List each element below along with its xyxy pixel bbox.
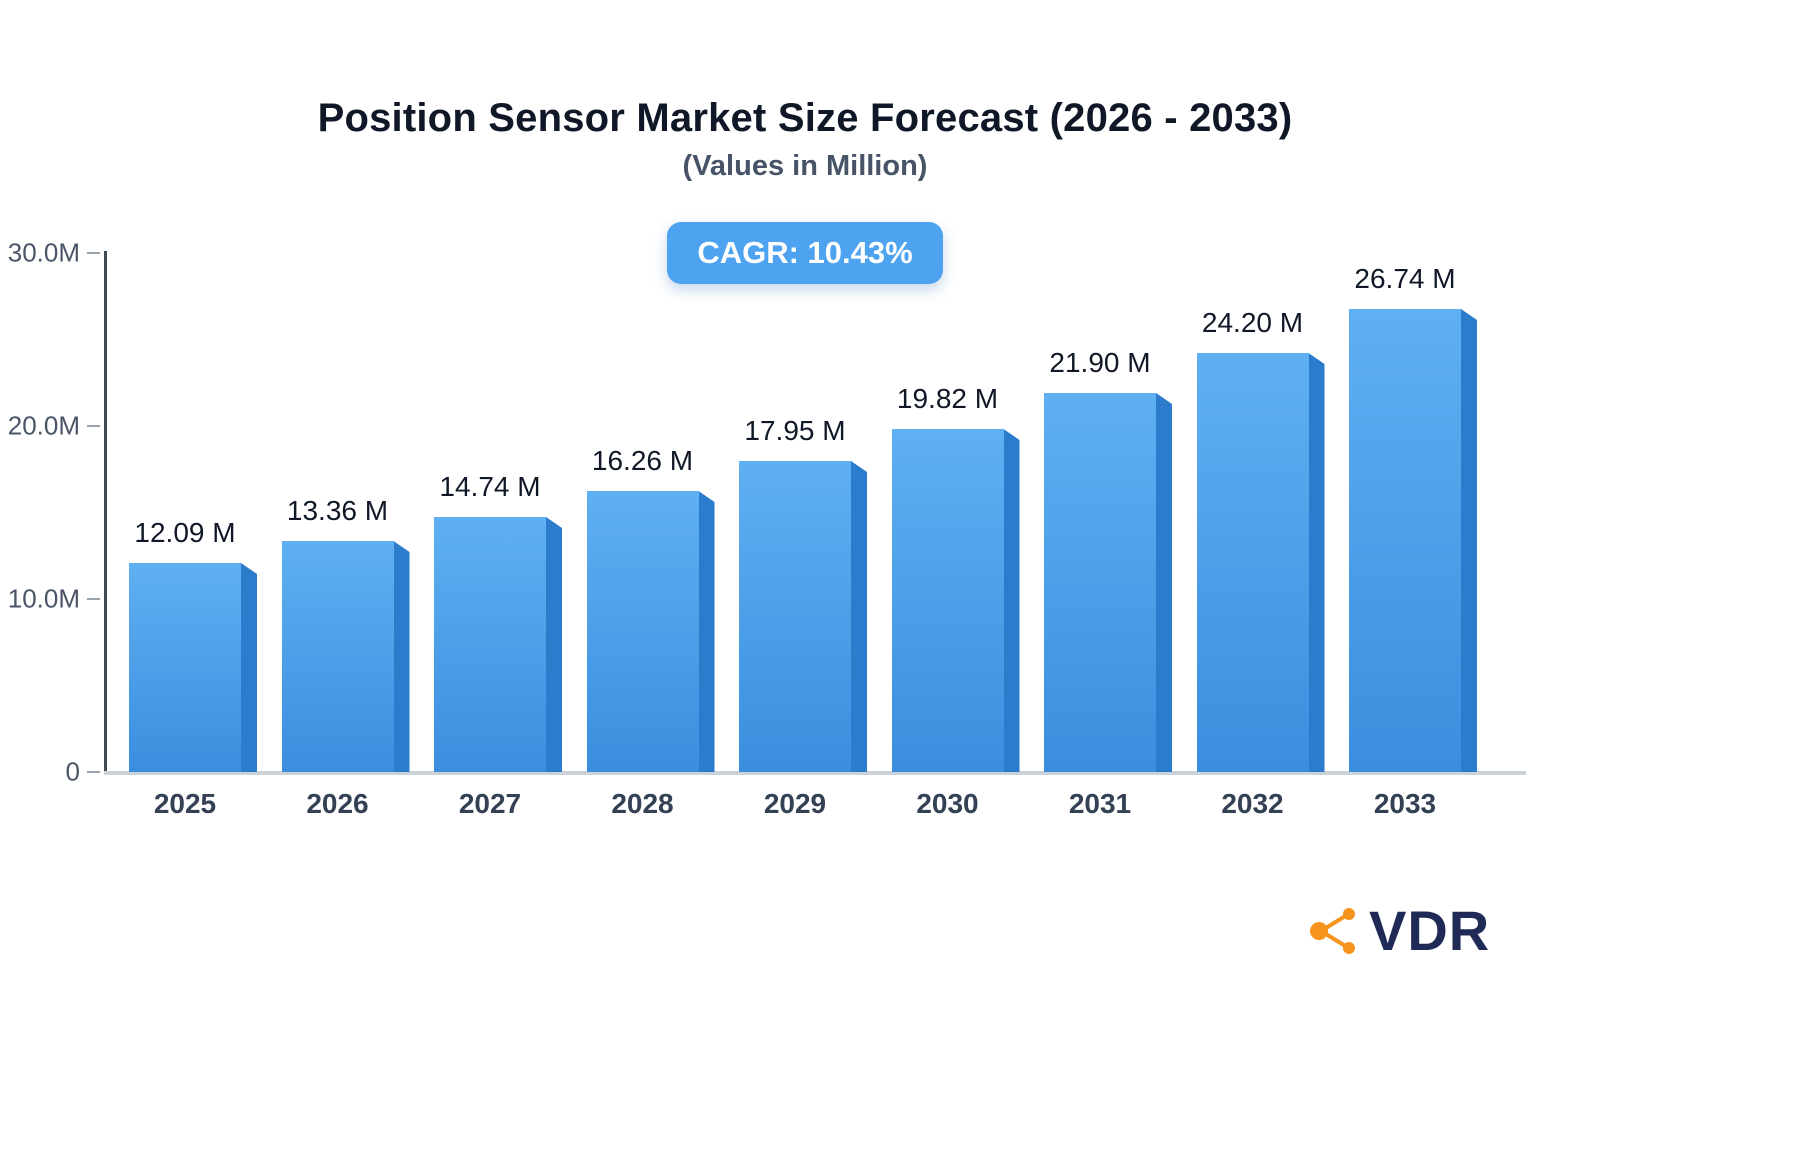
- bar-value-label: 14.74 M: [439, 471, 541, 502]
- cagr-badge-row: CAGR: 10.43%: [0, 222, 1610, 284]
- vdr-molecule-icon: [1310, 907, 1355, 954]
- x-axis-label: 2026: [306, 788, 369, 819]
- bar-face: [434, 517, 546, 772]
- bar-side-face: [851, 461, 867, 772]
- y-tick-mark: [87, 598, 100, 600]
- y-tick-label: 20.0M: [7, 410, 80, 441]
- bar-2029: [739, 461, 867, 772]
- y-tick-mark: [87, 771, 100, 773]
- logo-node-bottom-right: [1343, 941, 1355, 954]
- bar-face: [586, 491, 699, 772]
- bar-side-face: [393, 541, 410, 772]
- chart-area: 30.0M 20.0M 10.0M 0 12.09 M 2025 13.36 M 2026 14…: [8, 238, 1526, 819]
- bar-2025: [129, 563, 257, 772]
- bar-value-label: 24.20 M: [1201, 307, 1304, 338]
- chart-subtitle: (Values in Million): [682, 150, 928, 182]
- x-axis-label: 2033: [1373, 788, 1437, 819]
- bar-value-label: 12.09 M: [134, 517, 236, 548]
- bar-side-face: [1308, 353, 1325, 772]
- bar-2030: [891, 429, 1020, 772]
- bar-2027: [434, 517, 562, 772]
- bar-value-label: 17.95 M: [744, 415, 846, 446]
- y-tick-mark: [87, 252, 100, 254]
- x-axis-label: 2027: [458, 788, 522, 819]
- bar-2032: [1196, 353, 1325, 772]
- bar-face: [891, 429, 1004, 772]
- bar-side-face: [698, 491, 715, 772]
- bar-side-face: [1156, 393, 1172, 772]
- bar-side-face: [1003, 429, 1020, 772]
- bar-face: [129, 563, 241, 772]
- bar-side-face: [1461, 309, 1477, 772]
- bar-face: [739, 461, 851, 772]
- y-tick-label: 10.0M: [7, 583, 80, 614]
- cagr-badge: CAGR: 10.43%: [667, 222, 943, 284]
- y-tick-label: 0: [65, 756, 80, 787]
- bar-value-label: 16.26 M: [591, 445, 694, 476]
- brand-logo: VDR: [1305, 898, 1490, 963]
- logo-node-top-right: [1343, 907, 1355, 920]
- x-axis-label: 2032: [1221, 788, 1284, 819]
- bar-side-face: [241, 563, 257, 772]
- bar-value-label: 13.36 M: [286, 495, 389, 526]
- bar-2026: [281, 541, 410, 772]
- bar-face: [1044, 393, 1156, 772]
- bar-face: [1349, 309, 1461, 772]
- page-title: Position Sensor Market Size Forecast (20…: [317, 96, 1293, 140]
- bar-2031: [1044, 393, 1172, 772]
- y-tick-label: 30.0M: [7, 237, 80, 268]
- x-axis-label: 2030: [916, 788, 979, 819]
- x-axis-label: 2031: [1068, 788, 1132, 819]
- logo-text: VDR: [1369, 899, 1491, 962]
- x-axis-label: 2029: [763, 788, 827, 819]
- x-axis-label: 2028: [611, 788, 674, 819]
- y-axis-line: [104, 251, 107, 772]
- x-axis-baseline: [104, 771, 1526, 775]
- bar-2028: [586, 491, 715, 772]
- bar-2033: [1349, 309, 1477, 772]
- x-axis-label: 2025: [153, 788, 217, 819]
- bar-value-label: 21.90 M: [1049, 347, 1151, 378]
- logo-node-left: [1310, 921, 1328, 940]
- bar-value-label: 26.74 M: [1354, 263, 1456, 294]
- bar-value-label: 19.82 M: [896, 383, 999, 414]
- y-tick-mark: [87, 425, 100, 427]
- bar-face: [281, 541, 394, 772]
- bar-face: [1196, 353, 1309, 772]
- bar-side-face: [546, 517, 562, 772]
